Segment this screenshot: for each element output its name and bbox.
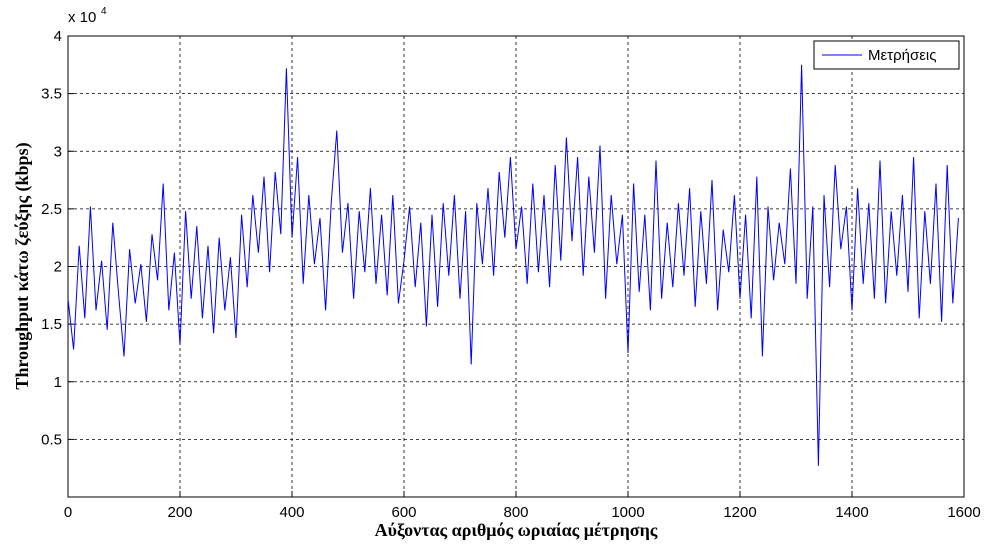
x-axis-label: Αύξοντας αριθμός ωριαίας μέτρησης — [375, 520, 658, 541]
y-tick-label: 1.5 — [41, 316, 62, 333]
y-axis-label: Throughput κάτω ζεύξης (kbps) — [12, 142, 33, 389]
y-tick-label: 0.5 — [41, 431, 62, 448]
x-tick-label: 400 — [279, 504, 304, 521]
data-line — [67, 64, 959, 466]
x-tick-label: 1400 — [835, 504, 868, 521]
axis-multiplier-exponent: 4 — [101, 6, 107, 17]
y-tick-label: 3.5 — [41, 86, 62, 103]
y-tick-label: 1 — [54, 374, 62, 391]
x-tick-label: 200 — [167, 504, 192, 521]
x-tick-label: 1200 — [723, 504, 756, 521]
x-tick-label: 800 — [503, 504, 528, 521]
y-tick-label: 4 — [54, 28, 62, 45]
x-tick-label: 0 — [64, 504, 72, 521]
x-tick-label: 600 — [391, 504, 416, 521]
y-tick-label: 3 — [54, 143, 62, 160]
axis-multiplier: x 10 — [68, 9, 96, 26]
legend: Μετρήσεις — [813, 40, 960, 70]
x-tick-label: 1000 — [611, 504, 644, 521]
x-tick-label: 1600 — [947, 504, 980, 521]
legend-label: Μετρήσεις — [868, 47, 937, 64]
plot-frame — [67, 35, 965, 498]
y-tick-label: 2.5 — [41, 201, 62, 218]
y-tick-label: 2 — [54, 259, 62, 276]
